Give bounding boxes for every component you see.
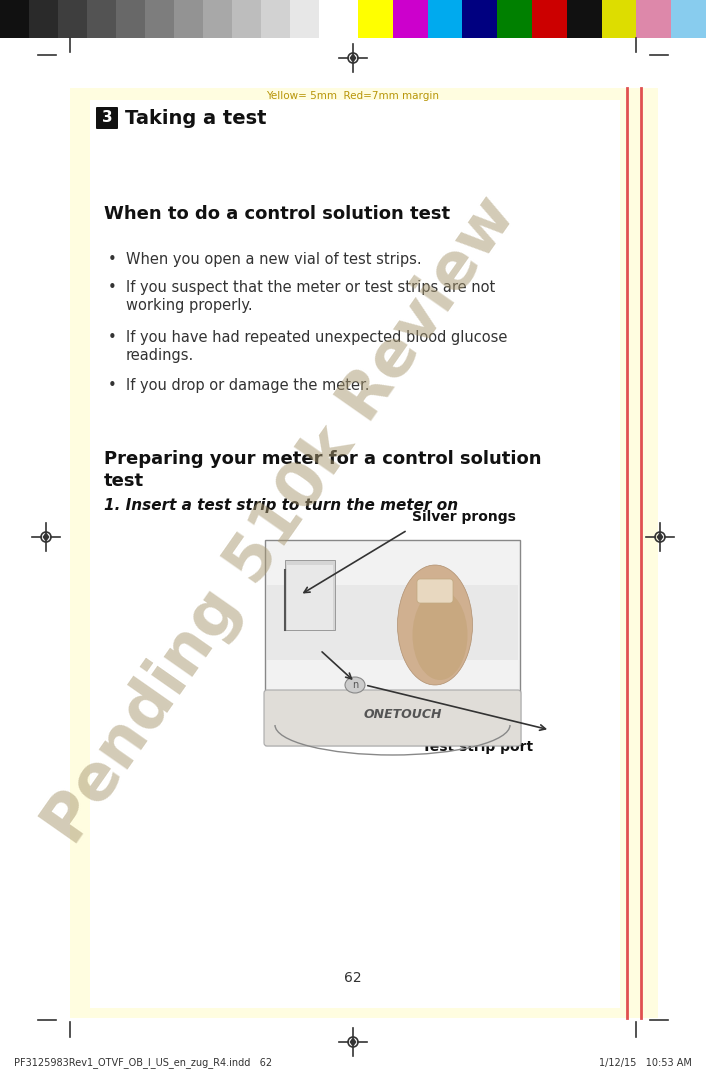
Bar [636, 0, 671, 38]
Bar [462, 0, 497, 38]
Bar [0, 0, 29, 38]
Polygon shape [349, 53, 357, 63]
Text: •: • [108, 252, 116, 267]
Text: 62: 62 [345, 971, 361, 985]
Text: Pending 510k Review: Pending 510k Review [32, 185, 527, 855]
FancyBboxPatch shape [96, 108, 118, 129]
Bar [428, 0, 462, 38]
Text: •: • [108, 330, 116, 345]
FancyBboxPatch shape [264, 690, 521, 746]
Bar [261, 0, 290, 38]
Text: 1. Insert a test strip to turn the meter on: 1. Insert a test strip to turn the meter… [104, 498, 458, 513]
Bar [285, 560, 335, 630]
Bar [532, 0, 567, 38]
Bar [348, 0, 358, 38]
Bar [174, 0, 203, 38]
Bar [319, 0, 348, 38]
Text: Silver prongs: Silver prongs [412, 510, 516, 524]
Text: When to do a control solution test: When to do a control solution test [104, 205, 450, 223]
Bar [287, 565, 333, 630]
Ellipse shape [412, 590, 467, 680]
Text: 3: 3 [102, 111, 112, 126]
Bar [567, 0, 602, 38]
Text: Taking a test: Taking a test [125, 109, 266, 128]
Bar [671, 0, 706, 38]
Bar [70, 88, 658, 1018]
Bar [203, 0, 232, 38]
Text: If you have had repeated unexpected blood glucose: If you have had repeated unexpected bloo… [126, 330, 508, 345]
Bar [29, 0, 58, 38]
Text: readings.: readings. [126, 348, 194, 363]
Text: working properly.: working properly. [126, 298, 253, 313]
Text: •: • [108, 280, 116, 295]
Ellipse shape [345, 677, 365, 693]
Bar [358, 0, 393, 38]
FancyBboxPatch shape [417, 579, 453, 603]
Text: When you open a new vial of test strips.: When you open a new vial of test strips. [126, 252, 421, 267]
Text: n: n [352, 680, 358, 690]
Bar [58, 0, 87, 38]
Polygon shape [42, 532, 49, 542]
Bar [145, 0, 174, 38]
Text: ONETOUCH: ONETOUCH [364, 708, 442, 721]
Polygon shape [657, 532, 664, 542]
Bar [267, 585, 518, 660]
Bar [290, 0, 319, 38]
Bar [602, 0, 636, 38]
Text: 1/12/15   10:53 AM: 1/12/15 10:53 AM [599, 1058, 692, 1067]
Text: Yellow= 5mm  Red=7mm margin: Yellow= 5mm Red=7mm margin [266, 91, 440, 101]
Polygon shape [349, 1037, 357, 1047]
Bar [116, 0, 145, 38]
Bar [232, 0, 261, 38]
Text: If you drop or damage the meter.: If you drop or damage the meter. [126, 378, 369, 393]
Text: •: • [108, 378, 116, 393]
Text: Preparing your meter for a control solution: Preparing your meter for a control solut… [104, 450, 542, 468]
Text: If you suspect that the meter or test strips are not: If you suspect that the meter or test st… [126, 280, 495, 295]
Text: Test strip port: Test strip port [422, 740, 534, 754]
Bar [90, 100, 620, 1008]
Bar [393, 0, 428, 38]
Bar [497, 0, 532, 38]
Bar [87, 0, 116, 38]
Bar [265, 540, 520, 745]
Text: test: test [104, 472, 144, 490]
Text: PF3125983Rev1_OTVF_OB_I_US_en_zug_R4.indd   62: PF3125983Rev1_OTVF_OB_I_US_en_zug_R4.ind… [14, 1058, 272, 1069]
Ellipse shape [397, 565, 472, 685]
